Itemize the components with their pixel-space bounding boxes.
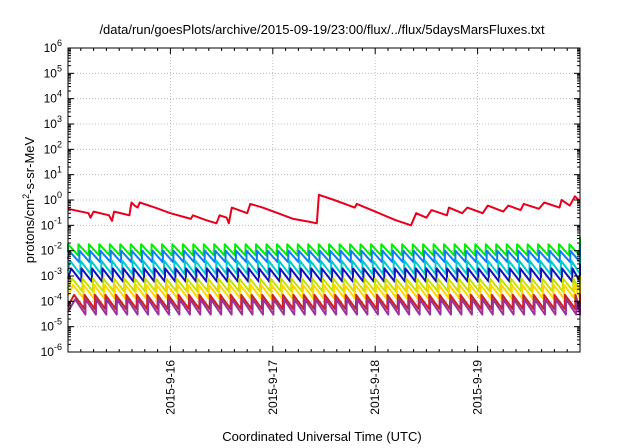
y-tick-label-base: 10: [41, 218, 55, 232]
y-axis-title-sup: 2: [21, 194, 31, 199]
y-tick-label-exp: -4: [54, 291, 62, 301]
y-tick-label: 102: [44, 139, 62, 156]
y-tick-label: 10-5: [41, 317, 62, 334]
y-tick-label-base: 10: [41, 294, 55, 308]
y-tick-label-base: 10: [41, 320, 55, 334]
y-tick-label-base: 10: [44, 142, 58, 156]
x-tick-label: 2015-9-17: [266, 360, 280, 415]
x-tick-label: 2015-9-16: [163, 360, 177, 415]
y-tick-label-base: 10: [44, 193, 58, 207]
y-tick-label: 10-6: [41, 342, 62, 359]
y-tick-label-exp: -2: [54, 241, 62, 251]
y-tick-label-exp: 4: [57, 89, 62, 99]
y-tick-label-exp: -5: [54, 317, 62, 327]
y-tick-label: 10-2: [41, 241, 62, 258]
y-tick-label-exp: 5: [57, 63, 62, 73]
y-tick-label: 100: [44, 190, 62, 207]
y-tick-label: 103: [44, 114, 62, 131]
y-tick-label: 104: [44, 89, 62, 106]
y-tick-label-base: 10: [44, 41, 58, 55]
y-tick-label: 106: [44, 38, 62, 55]
y-axis-title-rest: -s-sr-MeV: [22, 136, 37, 193]
y-tick-label-exp: 1: [57, 165, 62, 175]
series-line-3: [67, 244, 581, 264]
y-tick-label-exp: -1: [54, 215, 62, 225]
series-lines: [67, 193, 581, 316]
x-tick-label: 2015-9-18: [368, 360, 382, 415]
y-tick-label-exp: 3: [57, 114, 62, 124]
y-tick-label-exp: 0: [57, 190, 62, 200]
series-line-8: [67, 293, 581, 310]
series-line-9: [67, 298, 581, 316]
series-line-5: [67, 263, 581, 283]
y-tick-label-base: 10: [41, 244, 55, 258]
y-axis-title-base: protons/cm: [22, 199, 37, 263]
plot-frame: [67, 47, 581, 353]
series-line-1: [67, 193, 581, 227]
y-tick-label: 10-4: [41, 291, 62, 308]
y-tick-label: 105: [44, 63, 62, 80]
series-line-6: [67, 276, 581, 293]
y-tick-label-base: 10: [44, 117, 58, 131]
series-line-7: [67, 283, 581, 300]
x-axis-ticks: 2015-9-16 2015-9-17 2015-9-18 2015-9-19: [80, 48, 568, 415]
y-tick-label-exp: 6: [57, 38, 62, 48]
x-tick-label: 2015-9-19: [471, 360, 485, 415]
x-axis-title: Coordinated Universal Time (UTC): [222, 429, 421, 444]
y-tick-label-exp: 2: [57, 139, 62, 149]
y-tick-label: 101: [44, 165, 62, 182]
chart-title: /data/run/goesPlots/archive/2015-09-19/2…: [99, 22, 545, 37]
series-line-4: [67, 256, 581, 275]
y-tick-label-exp: -6: [54, 342, 62, 352]
y-axis-ticks: 10-610-510-410-310-210-11001011021031041…: [41, 38, 580, 359]
y-tick-label: 10-3: [41, 266, 62, 283]
y-tick-label-base: 10: [44, 66, 58, 80]
y-tick-label: 10-1: [41, 215, 62, 232]
y-tick-label-exp: -3: [54, 266, 62, 276]
series-line-2: [67, 236, 581, 257]
y-axis-title: protons/cm2-s-sr-MeV: [21, 136, 37, 263]
y-tick-label-base: 10: [44, 92, 58, 106]
y-tick-label-base: 10: [41, 269, 55, 283]
y-tick-label-base: 10: [41, 345, 55, 359]
y-tick-label-base: 10: [44, 168, 58, 182]
